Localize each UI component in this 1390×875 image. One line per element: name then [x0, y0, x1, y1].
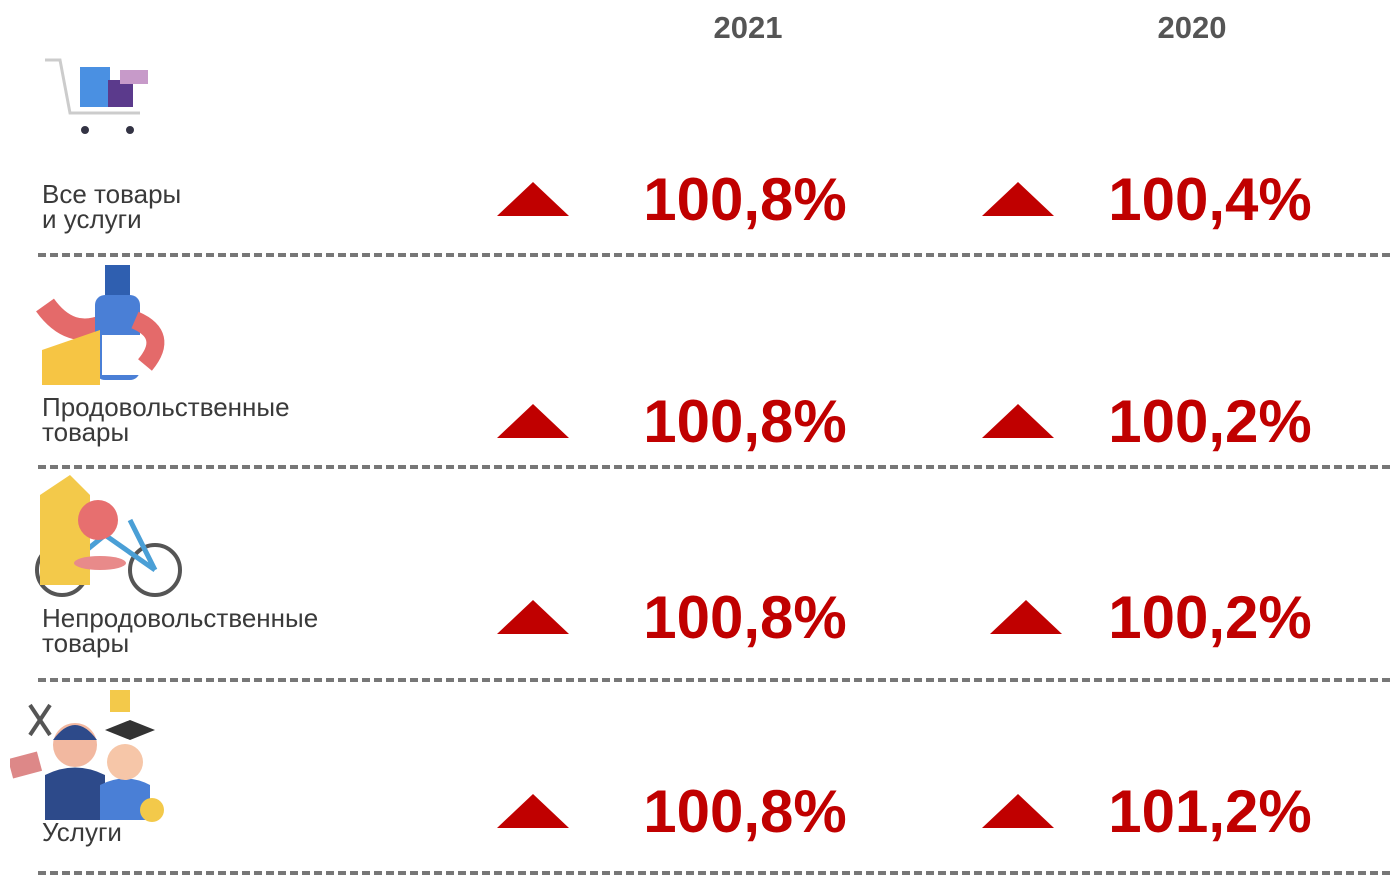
goods-icon — [30, 475, 190, 600]
up-arrow — [497, 792, 569, 830]
row-divider — [38, 871, 1390, 875]
value: 100,8% — [595, 392, 895, 452]
triangle — [982, 794, 1054, 828]
triangle — [982, 182, 1054, 216]
up-arrow — [990, 598, 1062, 636]
row-divider — [38, 465, 1390, 469]
cart-icon — [30, 55, 150, 140]
up-arrow — [982, 792, 1054, 830]
column-header: 2020 — [1092, 10, 1292, 46]
row-divider — [38, 253, 1390, 257]
up-arrow — [497, 598, 569, 636]
column-header: 2021 — [648, 10, 848, 46]
row-label: Непродовольственные товары — [42, 606, 318, 656]
row-divider — [38, 678, 1390, 682]
row-label: Продовольственные товары — [42, 395, 290, 445]
food-icon — [30, 265, 170, 390]
page: (() => { const data = JSON.parse(documen… — [0, 0, 1390, 875]
triangle — [497, 404, 569, 438]
triangle — [982, 404, 1054, 438]
value: 100,8% — [595, 782, 895, 842]
row-label: Услуги — [42, 820, 122, 845]
value: 100,8% — [595, 588, 895, 648]
up-arrow — [497, 402, 569, 440]
triangle — [497, 182, 569, 216]
triangle — [497, 794, 569, 828]
triangle — [990, 600, 1062, 634]
value: 100,2% — [1060, 588, 1360, 648]
services-icon — [10, 690, 170, 825]
value: 100,4% — [1060, 170, 1360, 230]
value: 101,2% — [1060, 782, 1360, 842]
up-arrow — [982, 180, 1054, 218]
up-arrow — [982, 402, 1054, 440]
value: 100,2% — [1060, 392, 1360, 452]
triangle — [497, 600, 569, 634]
row-label: Все товары и услуги — [42, 182, 181, 232]
value: 100,8% — [595, 170, 895, 230]
up-arrow — [497, 180, 569, 218]
